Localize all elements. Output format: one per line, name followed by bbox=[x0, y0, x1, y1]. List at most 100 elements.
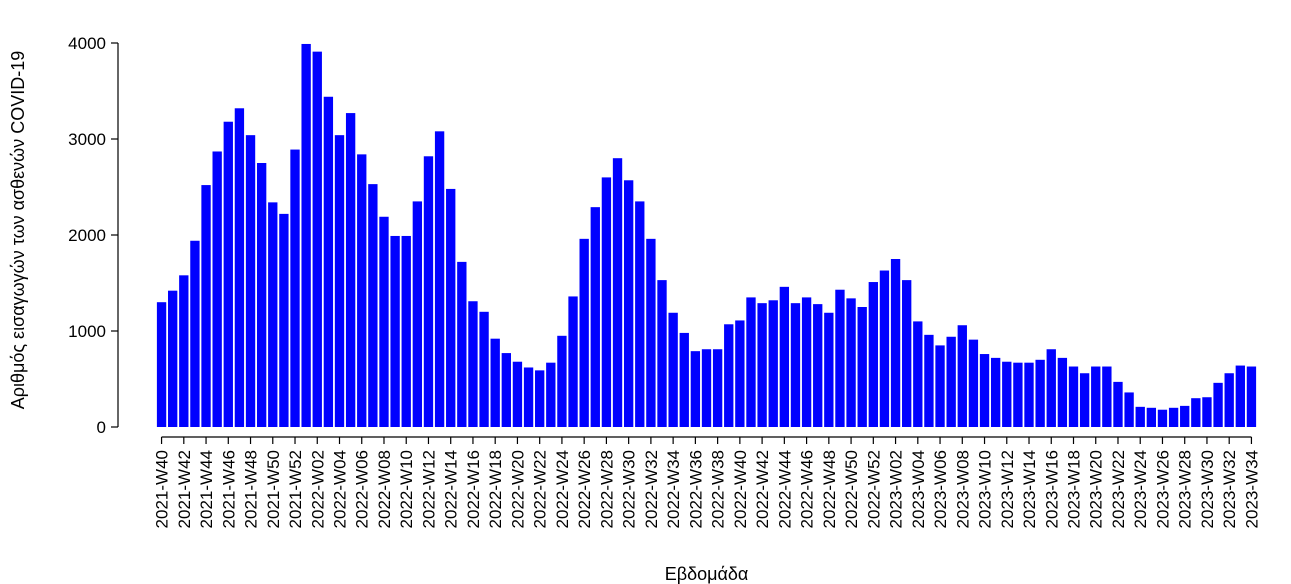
bar-2021-W47 bbox=[234, 108, 245, 427]
bar-2023-W33 bbox=[1235, 365, 1245, 427]
x-tick-label: 2023-W24 bbox=[1131, 450, 1150, 528]
y-tick-label: 4000 bbox=[68, 34, 106, 53]
bar-2022-W04 bbox=[334, 135, 345, 427]
x-tick-label: 2023-W30 bbox=[1198, 450, 1217, 528]
bar-2023-W26 bbox=[1157, 409, 1168, 427]
bar-2023-W18 bbox=[1068, 366, 1079, 427]
bar-2023-W16 bbox=[1046, 349, 1056, 427]
bar-2022-W40 bbox=[735, 320, 745, 427]
x-tick-label: 2022-W08 bbox=[375, 450, 394, 528]
x-tick-label: 2023-W06 bbox=[931, 450, 950, 528]
bar-2022-W21 bbox=[523, 367, 534, 427]
y-axis-title: Αριθμός εισαγωγών των ασθενών COVID-19 bbox=[8, 51, 28, 410]
bar-2022-W36 bbox=[690, 351, 701, 427]
bar-2023-W31 bbox=[1213, 382, 1223, 427]
x-tick-label: 2023-W28 bbox=[1176, 450, 1195, 528]
bar-2023-W07 bbox=[946, 336, 956, 427]
bar-2022-W45 bbox=[790, 303, 801, 427]
x-tick-label: 2022-W52 bbox=[864, 450, 883, 528]
x-tick-label: 2021-W52 bbox=[286, 450, 305, 528]
x-tick-label: 2023-W12 bbox=[998, 450, 1017, 528]
bar-2023-W30 bbox=[1202, 397, 1212, 427]
bar-2022-W15 bbox=[457, 261, 467, 427]
bar-2023-W10 bbox=[979, 354, 990, 427]
x-axis-title: Εβδομάδα bbox=[665, 564, 749, 584]
bar-2022-W02 bbox=[312, 51, 322, 427]
bar-2021-W48 bbox=[245, 135, 256, 427]
bar-2023-W21 bbox=[1102, 366, 1112, 427]
bar-2023-W04 bbox=[913, 321, 923, 427]
x-tick-label: 2021-W46 bbox=[219, 450, 238, 528]
bar-2023-W15 bbox=[1035, 359, 1045, 427]
bar-2022-W08 bbox=[379, 216, 389, 427]
bar-2022-W41 bbox=[746, 297, 756, 427]
bar-2023-W17 bbox=[1057, 357, 1068, 427]
x-tick-label: 2022-W22 bbox=[531, 450, 550, 528]
bar-2022-W09 bbox=[390, 235, 400, 427]
y-tick-label: 2000 bbox=[68, 226, 106, 245]
x-tick-label: 2021-W40 bbox=[153, 450, 172, 528]
x-tick-label: 2023-W18 bbox=[1065, 450, 1084, 528]
bar-2022-W13 bbox=[434, 131, 445, 427]
bar-2022-W25 bbox=[568, 296, 578, 427]
bar-2022-W26 bbox=[579, 238, 589, 427]
x-tick-label: 2021-W42 bbox=[175, 450, 194, 528]
bar-2023-W01 bbox=[879, 270, 890, 427]
bar-2021-W45 bbox=[212, 151, 222, 428]
bar-2022-W47 bbox=[813, 304, 823, 427]
x-tick-label: 2023-W08 bbox=[953, 450, 972, 528]
x-tick-label: 2022-W42 bbox=[753, 450, 772, 528]
x-tick-label: 2023-W16 bbox=[1042, 450, 1061, 528]
bar-2021-W41 bbox=[168, 290, 178, 427]
bar-2023-W06 bbox=[935, 345, 945, 427]
bar-2023-W27 bbox=[1168, 407, 1179, 427]
bar-2022-W06 bbox=[357, 154, 367, 428]
x-tick-label: 2022-W28 bbox=[597, 450, 616, 528]
x-tick-label: 2021-W44 bbox=[197, 450, 216, 528]
x-tick-label: 2023-W02 bbox=[887, 450, 906, 528]
bar-2022-W44 bbox=[779, 286, 790, 427]
bar-2022-W42 bbox=[757, 303, 767, 427]
x-tick-label: 2023-W20 bbox=[1087, 450, 1106, 528]
bar-2021-W49 bbox=[256, 163, 267, 427]
bar-2021-W40 bbox=[156, 302, 167, 427]
x-tick-label: 2023-W14 bbox=[1020, 450, 1039, 528]
x-tick-label: 2023-W10 bbox=[976, 450, 995, 528]
bar-2023-W20 bbox=[1091, 366, 1101, 427]
x-tick-label: 2021-W48 bbox=[242, 450, 261, 528]
bar-2023-W09 bbox=[968, 339, 979, 427]
bar-2022-W27 bbox=[590, 207, 600, 427]
bar-2022-W23 bbox=[546, 362, 556, 427]
x-tick-label: 2022-W26 bbox=[575, 450, 594, 528]
bar-2023-W32 bbox=[1224, 373, 1234, 427]
bar-2022-W39 bbox=[724, 324, 734, 427]
x-tick-label: 2023-W04 bbox=[909, 450, 928, 528]
bar-2023-W08 bbox=[957, 325, 967, 427]
x-tick-label: 2022-W06 bbox=[353, 450, 372, 528]
bar-2022-W33 bbox=[657, 280, 667, 427]
bar-2022-W52 bbox=[868, 282, 878, 427]
bar-2021-W51 bbox=[279, 213, 289, 427]
bar-2023-W19 bbox=[1079, 373, 1090, 427]
bar-2022-W30 bbox=[623, 180, 634, 427]
x-tick-label: 2022-W18 bbox=[486, 450, 505, 528]
x-tick-label: 2022-W24 bbox=[553, 450, 572, 528]
x-tick-label: 2022-W04 bbox=[331, 450, 350, 528]
x-tick-label: 2023-W26 bbox=[1153, 450, 1172, 528]
bar-2022-W01 bbox=[301, 43, 311, 428]
bar-2022-W37 bbox=[701, 349, 712, 427]
bars-group bbox=[156, 43, 1257, 428]
bar-2022-W31 bbox=[635, 201, 645, 427]
bar-2021-W44 bbox=[201, 185, 211, 427]
bar-2022-W16 bbox=[468, 301, 478, 427]
bar-2022-W17 bbox=[479, 311, 489, 427]
x-tick-label: 2022-W20 bbox=[508, 450, 527, 528]
bar-2023-W23 bbox=[1124, 392, 1134, 427]
x-tick-label: 2022-W36 bbox=[686, 450, 705, 528]
bar-2023-W29 bbox=[1191, 398, 1201, 427]
x-tick-label: 2022-W10 bbox=[397, 450, 416, 528]
x-tick-label: 2022-W48 bbox=[820, 450, 839, 528]
bar-2022-W28 bbox=[601, 177, 612, 427]
bar-2023-W14 bbox=[1024, 362, 1034, 427]
